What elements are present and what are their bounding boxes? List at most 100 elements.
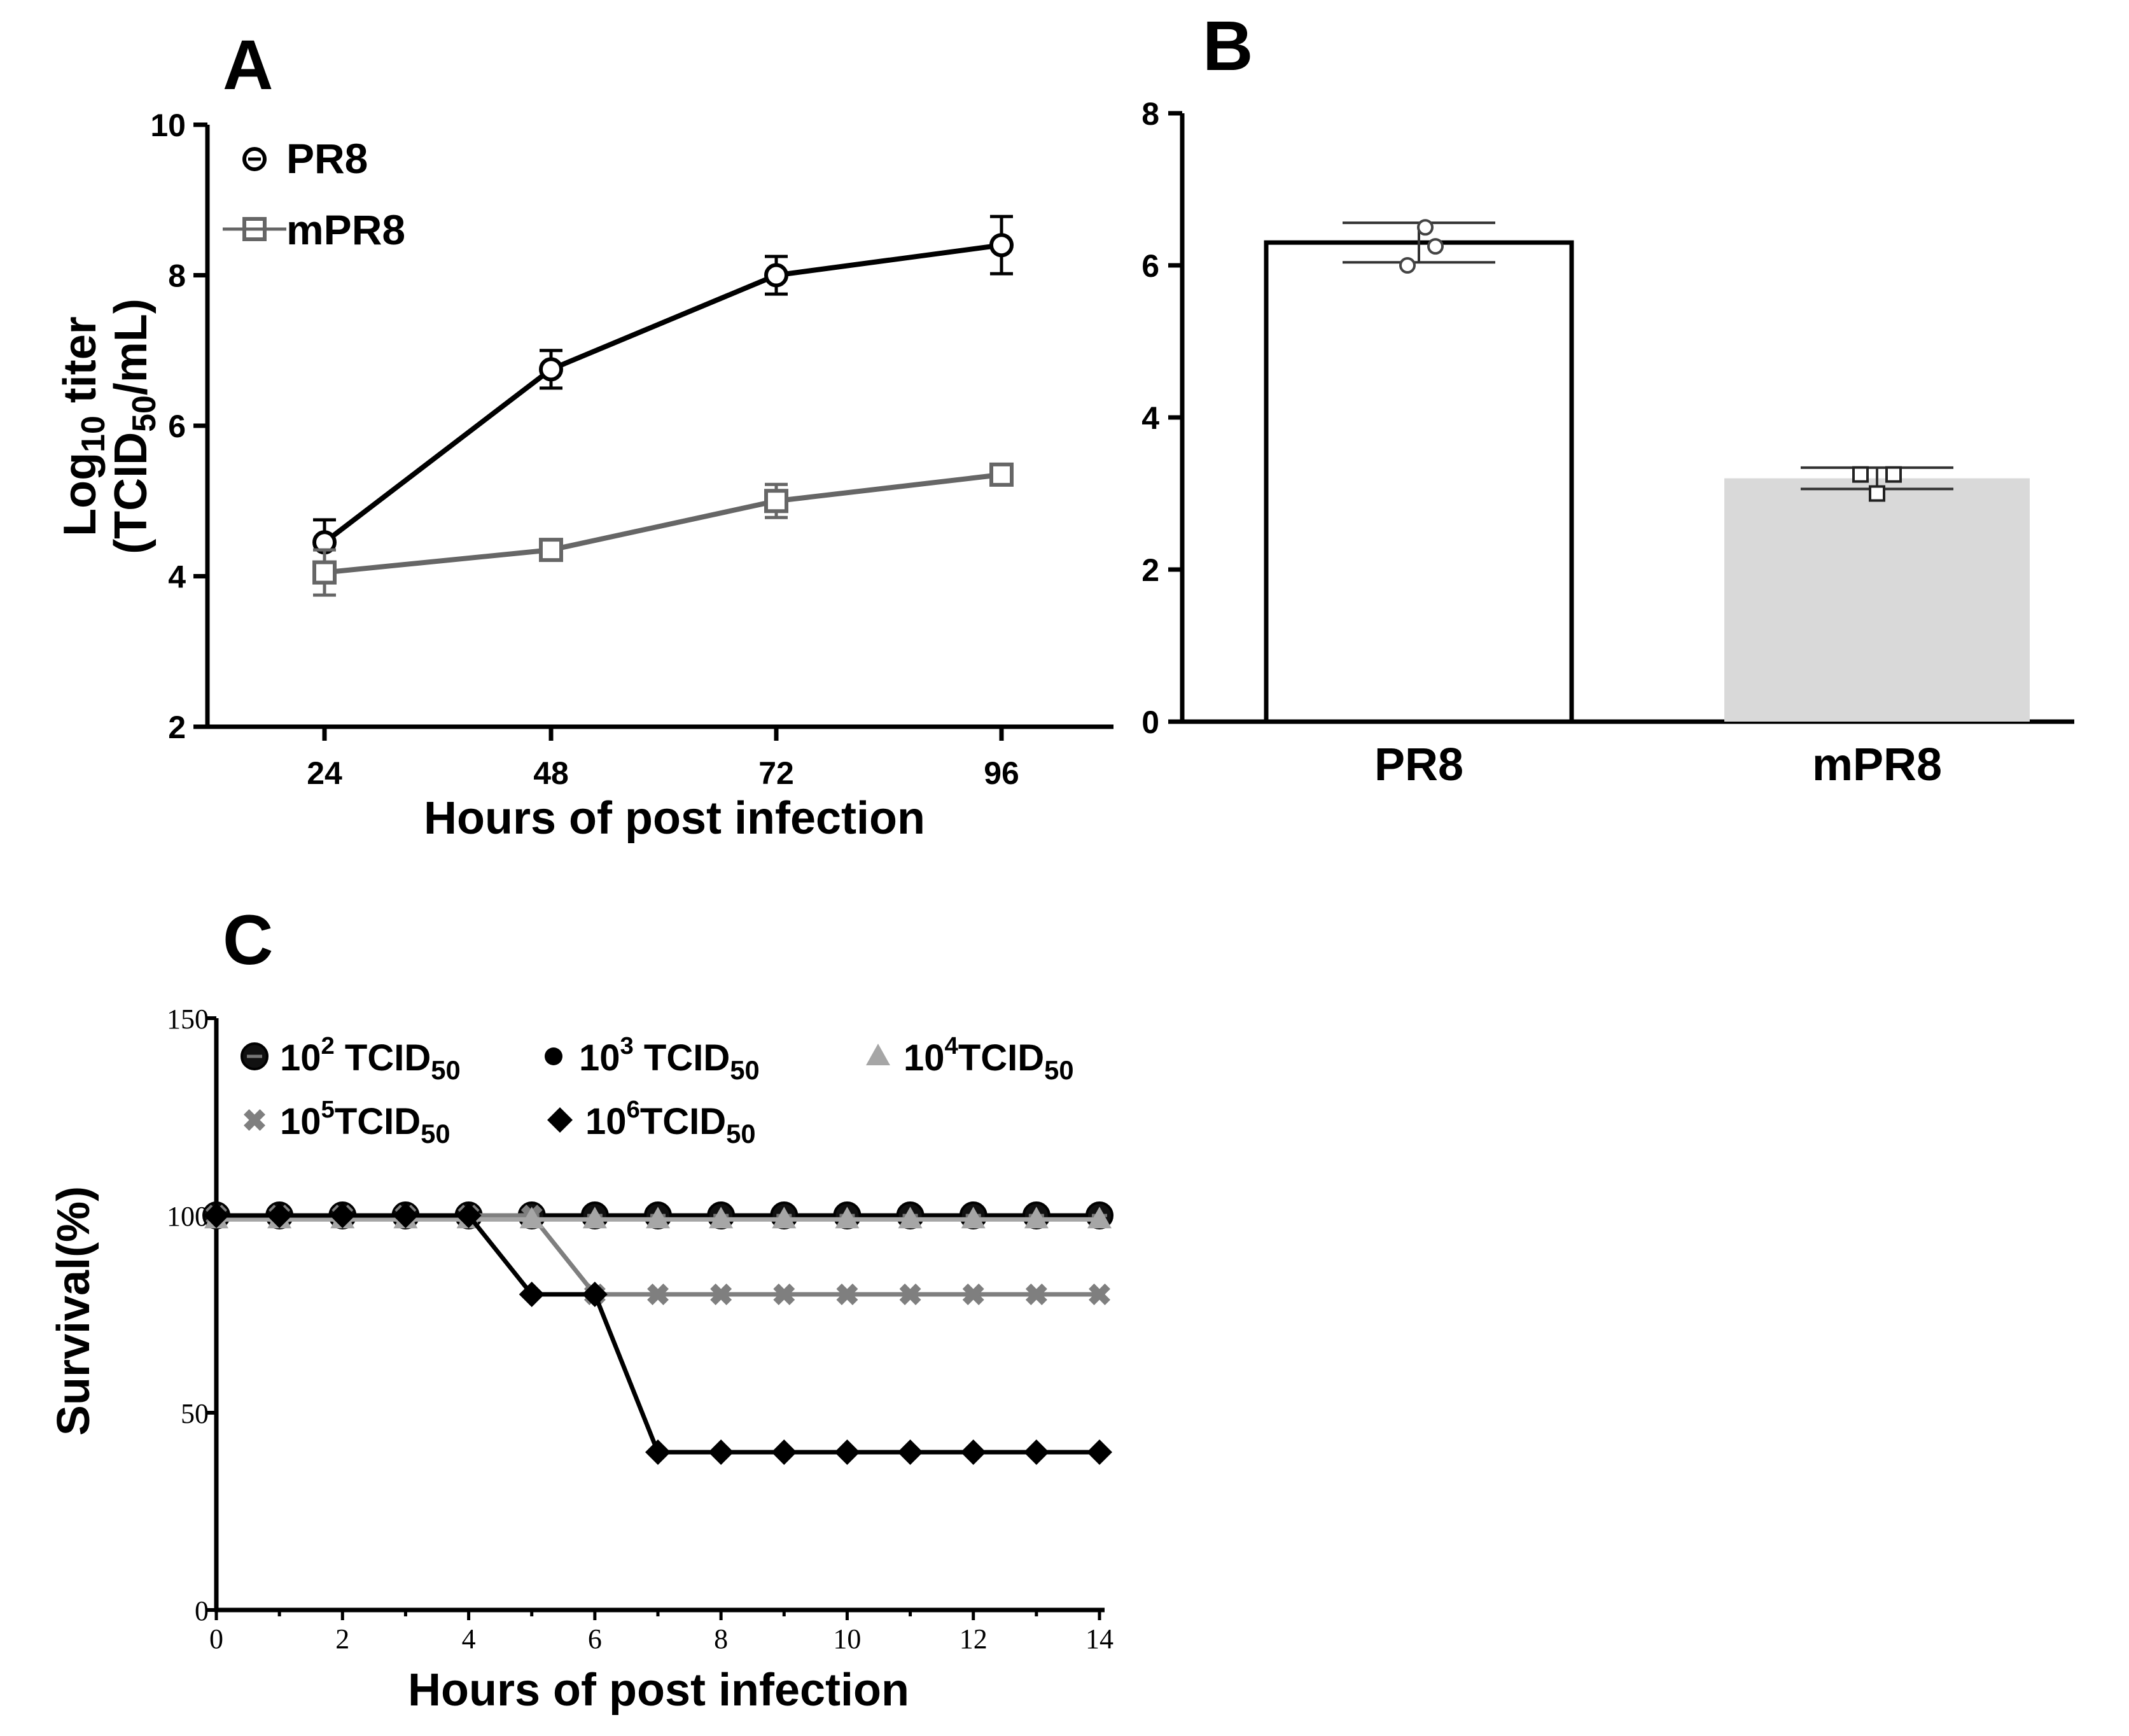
panel-b-point-PR8-0 [1417, 219, 1434, 236]
legend-marker [241, 1042, 269, 1070]
panel-c-point-106-1-shape [267, 1203, 293, 1228]
svg-text:Log10 titer: Log10 titer [55, 316, 111, 536]
panel-c-point-106-10 [834, 1439, 860, 1465]
panel-a-xtick-label-96: 96 [984, 755, 1019, 791]
panel-c-point-106-8 [708, 1439, 734, 1465]
panel-c-point-104-11-shape [898, 1207, 923, 1229]
panel-c-legend-item-104: 104TCID50 [866, 1032, 1074, 1085]
legend-label: 106TCID50 [585, 1096, 756, 1149]
panel-a-point-PR8-48 [539, 357, 563, 382]
legend-label: 102 TCID50 [280, 1032, 461, 1085]
panel-a-point-PR8-96 [989, 233, 1014, 258]
panel-c-point-106-0-shape [204, 1203, 229, 1228]
panel-b-bar-PR8 [1264, 240, 1574, 724]
panel-c-point-106-3 [393, 1203, 419, 1228]
panel-a-y-label: Log10 titer (TCID50/mL) [55, 298, 162, 554]
panel-c-point-106-11-shape [897, 1439, 923, 1465]
panel-a-point-PR8-48-shape [539, 357, 563, 382]
panel-c-point-105-11 [899, 1284, 921, 1305]
panel-c-point-104-5 [519, 1207, 544, 1229]
panel-c-point-106-5-shape [519, 1282, 545, 1307]
panel-c-point-105-9-shape [773, 1284, 795, 1305]
legend-label: 104TCID50 [904, 1032, 1074, 1085]
panel-c-point-105-13 [1025, 1284, 1047, 1305]
svg-text:PR8: PR8 [286, 135, 368, 182]
panel-c-point-104-5-shape [519, 1207, 544, 1229]
panel-a-point-PR8-72-shape [764, 263, 788, 288]
panel-c-point-104-12-shape [961, 1207, 986, 1229]
panel-b-category-PR8: PR8 [1374, 739, 1463, 790]
panel-c-point-104-6 [582, 1207, 607, 1229]
panel-a-point-mPR8-24 [312, 560, 337, 585]
panel-c-point-106-13-shape [1023, 1439, 1049, 1465]
panel-c-xtick-label-8: 8 [714, 1623, 728, 1655]
legend-marker [866, 1044, 890, 1065]
panel-c-point-104-14 [1087, 1207, 1112, 1229]
legend-marker-shape [866, 1044, 890, 1065]
panel-b-point-mPR8-0 [1852, 466, 1869, 483]
panel-b-category-mPR8: mPR8 [1812, 739, 1942, 790]
panel-c-legend: 102 TCID50 103 TCID50 104TCID50 105TCID50 10… [241, 1032, 1074, 1149]
panel-c-y-ticks: 0 50 100 150 [167, 1004, 216, 1627]
panel-c-legend-item-106: 106TCID50 [547, 1096, 756, 1149]
panel-a-line-PR8 [323, 242, 1002, 545]
panel-c-xtick-label-0: 0 [209, 1623, 223, 1655]
legend-marker [244, 1109, 265, 1131]
panel-b-y-ticks: 0 2 4 6 8 [1141, 96, 1182, 740]
panel-c-point-106-4 [456, 1203, 482, 1228]
panel-b-category-labels: PR8 mPR8 [1374, 739, 1942, 790]
panel-c-point-104-13-shape [1024, 1207, 1049, 1229]
panel-c-point-105-7 [647, 1284, 669, 1305]
panel-c-point-106-10-shape [834, 1439, 860, 1465]
legend-label: 105TCID50 [280, 1096, 450, 1149]
panel-c-point-105-10-shape [836, 1284, 858, 1305]
panel-c-ytick-label-0: 0 [195, 1595, 209, 1627]
panel-c-point-104-10 [835, 1207, 860, 1229]
panel-a-y-ticks: 2 4 6 8 10 [150, 108, 207, 745]
panel-c-point-106-0 [204, 1203, 229, 1228]
panel-c-point-106-5 [519, 1282, 545, 1307]
panel-b-bar-mPR8 [1724, 478, 2030, 722]
panel-c-point-106-14 [1087, 1439, 1112, 1465]
panel-a-point-mPR8-96 [989, 462, 1014, 487]
panel-c-point-105-12-shape [962, 1284, 984, 1305]
legend-pr8: PR8 [242, 135, 368, 182]
panel-c-point-105-13-shape [1025, 1284, 1047, 1305]
panel-a-x-ticks: 24 48 72 96 [307, 727, 1019, 791]
panel-c-point-105-14 [1089, 1284, 1110, 1305]
legend-marker-shape [244, 1109, 265, 1131]
panel-a-line-mPR8 [324, 472, 1002, 575]
panel-c-point-106-14-shape [1087, 1439, 1112, 1465]
panel-c-point-106-12 [960, 1439, 986, 1465]
panel-c-point-104-7 [646, 1207, 670, 1229]
panel-c-ytick-label-100: 100 [167, 1201, 209, 1232]
panel-a-point-mPR8-24-shape [312, 560, 337, 585]
panel-c-point-106-13 [1023, 1439, 1049, 1465]
panel-c-y-label: Survival(%) [48, 1186, 99, 1436]
panel-c-point-104-7-shape [646, 1207, 670, 1229]
panel-a-ytick-label-4: 4 [168, 559, 186, 595]
panel-c-ytick-label-50: 50 [181, 1398, 209, 1429]
panel-c-point-104-11 [898, 1207, 923, 1229]
panel-c-point-104-12 [961, 1207, 986, 1229]
panel-c-point-106-8-shape [708, 1439, 734, 1465]
panel-b-letter: B [1203, 7, 1253, 85]
legend-marker-shape [545, 1047, 562, 1065]
panel-c-xtick-label-2: 2 [335, 1623, 349, 1655]
panel-c-point-106-2-shape [330, 1203, 356, 1228]
svg-text:(TCID50/mL): (TCID50/mL) [106, 298, 162, 554]
panel-c-point-106-7 [645, 1439, 671, 1465]
panel-b-ytick-label-4: 4 [1141, 400, 1159, 436]
panel-b-point-PR8-2 [1427, 238, 1444, 255]
panel-a-series [312, 214, 1014, 597]
panel-b-ytick-label-6: 6 [1141, 248, 1159, 284]
panel-c-point-104-8-shape [709, 1207, 734, 1229]
panel-c-legend-item-102: 102 TCID50 [241, 1032, 461, 1085]
panel-c-xtick-label-4: 4 [462, 1623, 476, 1655]
panel-c-point-104-10-shape [835, 1207, 860, 1229]
panel-c-letter: C [223, 901, 273, 979]
panel-a-ytick-label-2: 2 [168, 710, 186, 745]
panel-c-point-106-4-shape [456, 1203, 482, 1228]
panel-a-ytick-label-8: 8 [168, 258, 186, 294]
